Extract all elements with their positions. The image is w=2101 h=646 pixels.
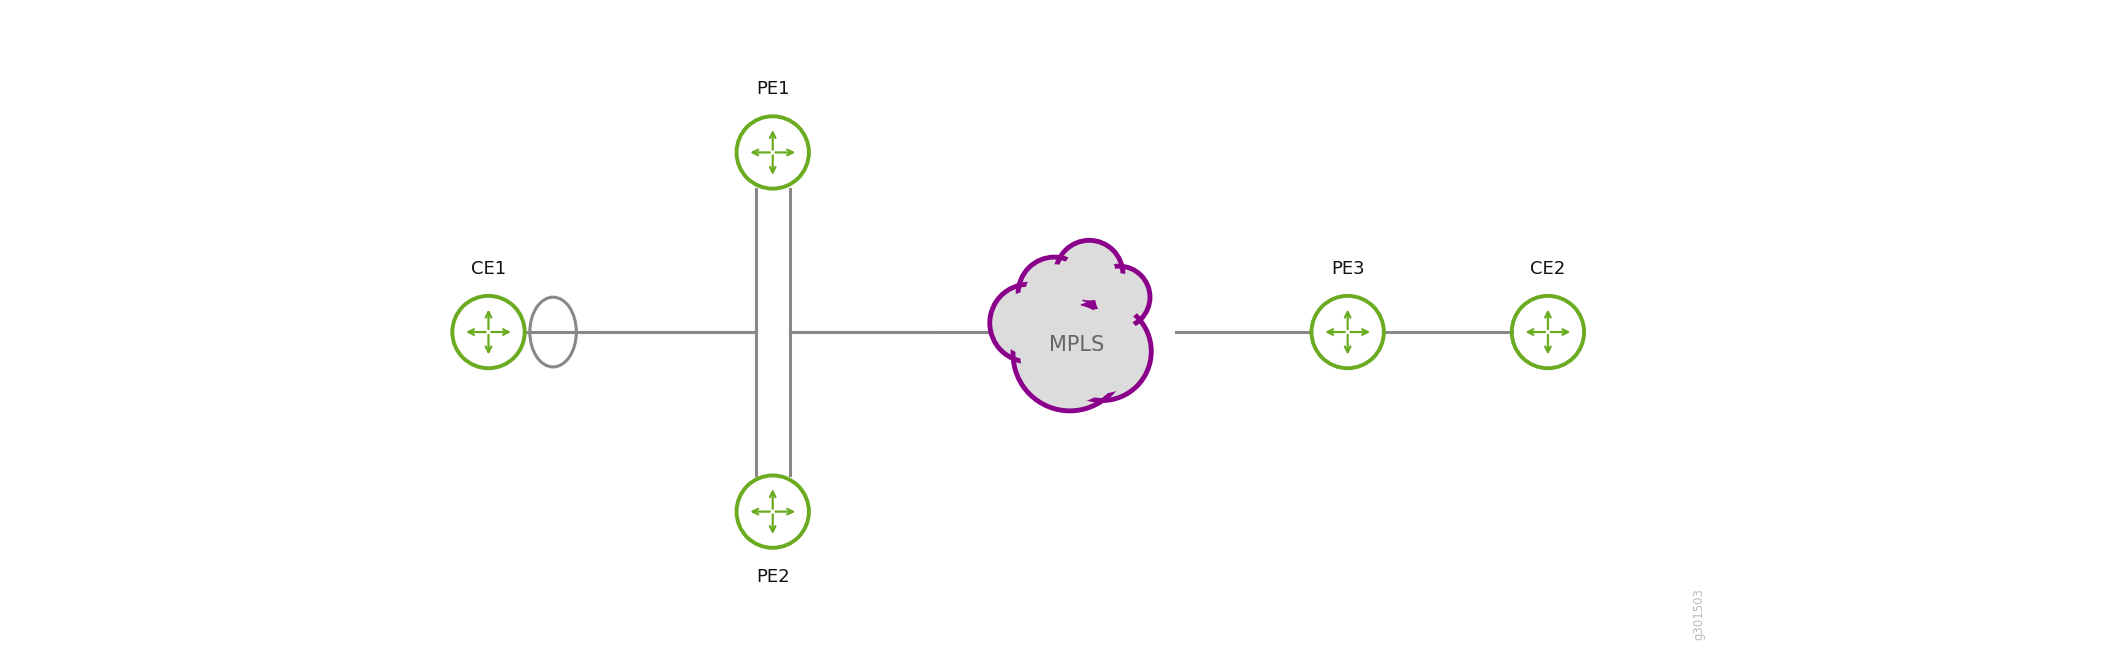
Circle shape [1063, 247, 1116, 300]
Circle shape [996, 291, 1061, 355]
Text: MPLS: MPLS [1048, 335, 1103, 355]
Circle shape [1025, 264, 1084, 322]
Circle shape [1095, 273, 1143, 321]
Text: CE2: CE2 [1530, 260, 1565, 278]
Circle shape [1061, 309, 1145, 393]
Circle shape [1053, 302, 1151, 401]
Circle shape [1013, 297, 1126, 411]
Circle shape [1019, 257, 1090, 329]
Text: PE2: PE2 [756, 568, 790, 587]
Circle shape [1021, 304, 1120, 404]
Circle shape [1088, 266, 1149, 328]
Text: PE3: PE3 [1330, 260, 1364, 278]
Circle shape [1055, 240, 1122, 307]
Circle shape [990, 284, 1067, 362]
Text: PE1: PE1 [756, 80, 790, 98]
Text: g301503: g301503 [1693, 588, 1706, 640]
Text: CE1: CE1 [471, 260, 506, 278]
